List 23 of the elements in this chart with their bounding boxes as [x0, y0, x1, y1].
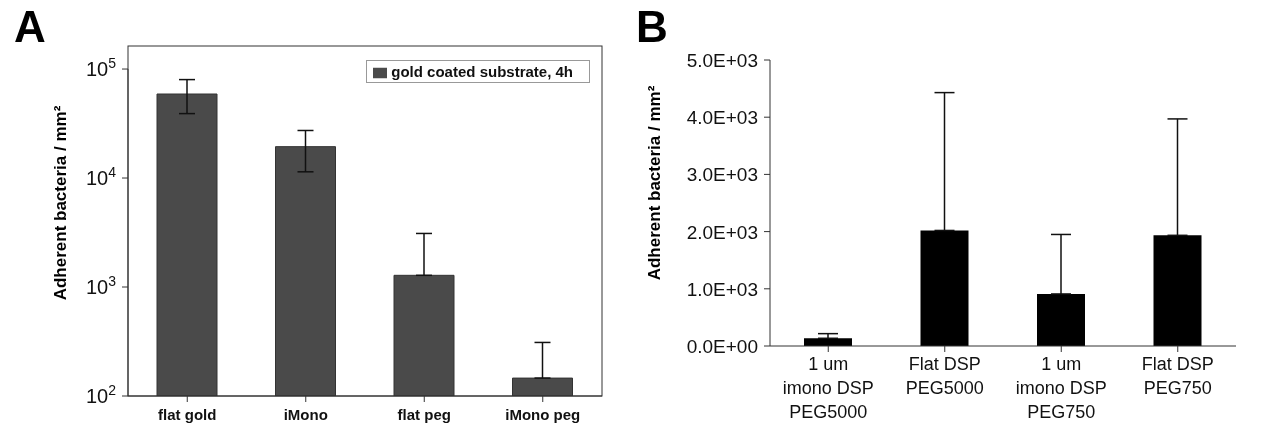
x-tick-label: Flat DSP PEG5000 — [905, 354, 984, 398]
x-tick-label: flat gold — [158, 406, 217, 423]
y-tick-label: 10$^{2}$ — [85, 382, 117, 407]
y-tick-label: 4.0E+03 — [686, 107, 758, 129]
y-tick-label: 1.0E+03 — [686, 278, 758, 300]
y-tick-label: 3.0E+03 — [686, 164, 758, 186]
y-tick-label: 10$^{5}$ — [85, 55, 117, 81]
x-tick-label: iMono — [283, 406, 328, 423]
x-tick-label: Flat DSP PEG750 — [1141, 354, 1214, 398]
x-tick-label: 1 um imono DSP PEG750 — [1015, 354, 1107, 422]
y-tick-label: 2.0E+03 — [686, 221, 758, 243]
y-tick-label: 10$^{4}$ — [85, 164, 117, 190]
x-tick-label: 1 um imono DSP PEG5000 — [782, 354, 874, 422]
y-tick-label: 0.0E+00 — [686, 336, 758, 357]
x-tick-label: iMono peg — [505, 406, 581, 423]
y-axis-title: Adherent bacteria / mm² — [645, 85, 665, 281]
y-tick-label: 10$^{3}$ — [85, 273, 117, 299]
y-axis-title: Adherent bacteria / mm² — [51, 105, 71, 301]
x-tick-label: flat peg — [397, 406, 451, 423]
chart-title: A — [14, 2, 46, 52]
chart-title: B — [636, 2, 668, 52]
legend-label: gold coated substrate, 4h — [391, 63, 573, 80]
y-tick-label: 5.0E+03 — [686, 50, 758, 71]
